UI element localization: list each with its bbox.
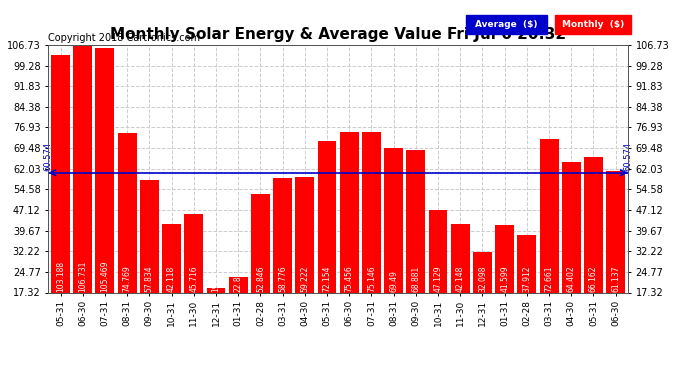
Bar	[317, 141, 337, 292]
Text: 74.769: 74.769	[123, 265, 132, 292]
Text: 37.912: 37.912	[522, 265, 531, 292]
Bar	[184, 214, 203, 292]
FancyBboxPatch shape	[555, 15, 631, 34]
Bar	[362, 132, 381, 292]
Text: 60.574: 60.574	[43, 142, 53, 171]
Text: 75.456: 75.456	[345, 265, 354, 292]
Bar	[140, 180, 159, 292]
Bar	[518, 236, 536, 292]
Bar	[495, 225, 514, 292]
Bar	[295, 177, 314, 292]
Text: 19.075: 19.075	[211, 265, 221, 292]
Text: 41.599: 41.599	[500, 265, 509, 292]
Text: 69.49: 69.49	[389, 270, 398, 292]
Text: 22.805: 22.805	[234, 265, 243, 292]
Bar	[428, 210, 448, 292]
Text: 72.154: 72.154	[322, 265, 331, 292]
Bar	[228, 278, 248, 292]
Bar	[562, 162, 581, 292]
Bar	[473, 252, 492, 292]
Text: 68.881: 68.881	[411, 266, 420, 292]
Text: 47.129: 47.129	[433, 265, 442, 292]
Bar	[384, 148, 403, 292]
Text: 52.846: 52.846	[256, 265, 265, 292]
Text: 42.148: 42.148	[455, 265, 465, 292]
Bar	[540, 139, 558, 292]
Bar	[273, 178, 292, 292]
Text: 61.137: 61.137	[611, 265, 620, 292]
Text: 58.776: 58.776	[278, 265, 287, 292]
Text: 60.574: 60.574	[623, 142, 633, 171]
Title: Monthly Solar Energy & Average Value Fri Jul 6 20:32: Monthly Solar Energy & Average Value Fri…	[110, 27, 566, 42]
Bar	[118, 134, 137, 292]
Text: 32.098: 32.098	[478, 265, 487, 292]
Text: 75.146: 75.146	[367, 265, 376, 292]
Bar	[251, 194, 270, 292]
Bar	[584, 157, 603, 292]
Text: 64.402: 64.402	[566, 265, 575, 292]
Text: 42.118: 42.118	[167, 266, 176, 292]
Bar	[95, 48, 115, 292]
Text: 59.222: 59.222	[300, 265, 309, 292]
Text: 105.469: 105.469	[101, 260, 110, 292]
Text: 103.188: 103.188	[56, 261, 65, 292]
Bar	[607, 171, 625, 292]
Text: 106.731: 106.731	[78, 260, 87, 292]
Text: 66.162: 66.162	[589, 265, 598, 292]
Bar	[73, 45, 92, 292]
FancyBboxPatch shape	[466, 15, 546, 34]
Bar	[51, 55, 70, 292]
Text: 72.661: 72.661	[544, 265, 553, 292]
Bar	[406, 150, 425, 292]
Bar	[206, 288, 226, 292]
Text: 57.834: 57.834	[145, 265, 154, 292]
Bar	[339, 132, 359, 292]
Bar	[162, 224, 181, 292]
Bar	[451, 224, 470, 292]
Text: Monthly  ($): Monthly ($)	[562, 20, 624, 29]
Text: Average  ($): Average ($)	[475, 20, 538, 29]
Text: Copyright 2018 Cartronics.com: Copyright 2018 Cartronics.com	[48, 33, 200, 42]
Text: 45.716: 45.716	[189, 265, 198, 292]
